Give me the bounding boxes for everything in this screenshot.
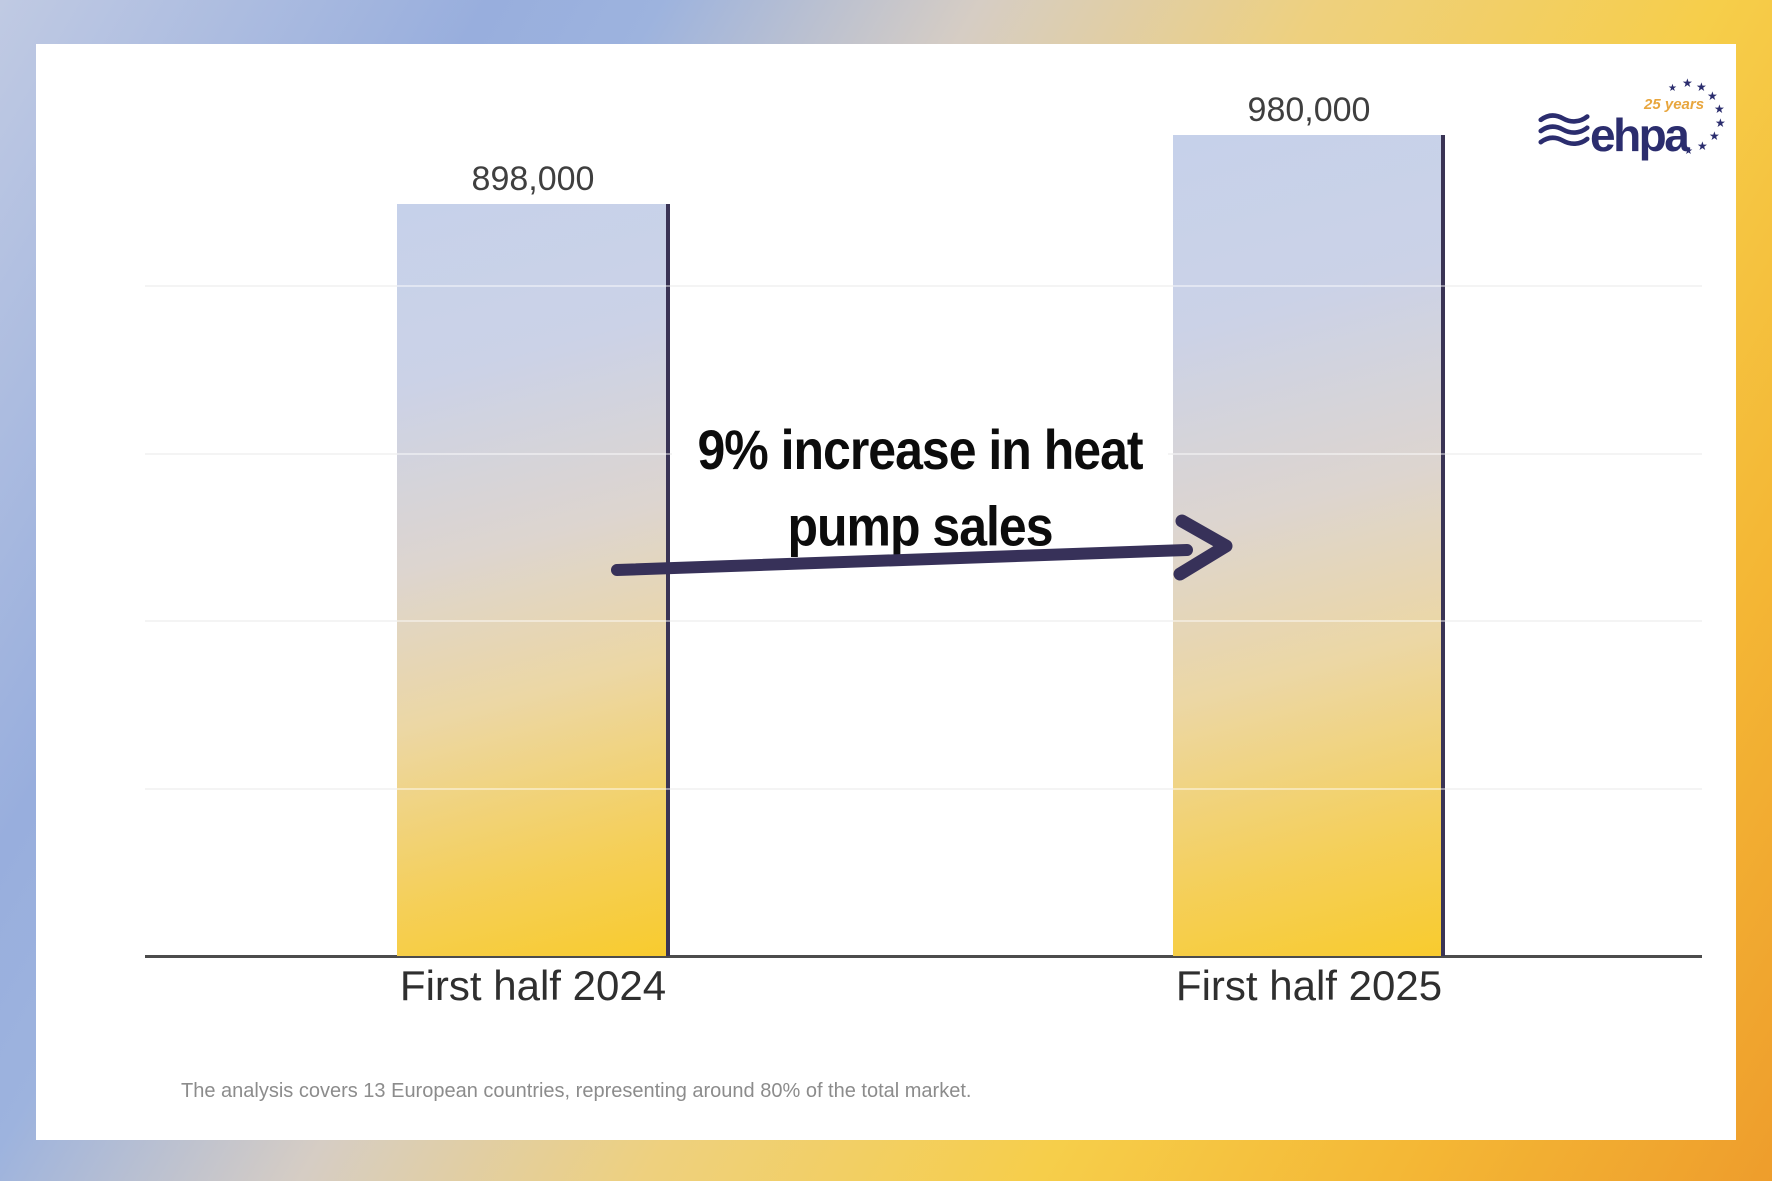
ehpa-logo: 25 years ehpa ★ ★ ★ ★ ★ ★ ★ ★ ★ <box>1538 74 1726 172</box>
gridline <box>145 787 1702 790</box>
footnote-text: The analysis covers 13 European countrie… <box>181 1080 972 1102</box>
eu-star-icon: ★ <box>1668 83 1677 94</box>
gridline <box>145 285 1702 287</box>
eu-star-icon: ★ <box>1709 129 1720 143</box>
value-label-2024: 898,000 <box>471 159 595 198</box>
gridline <box>145 620 1702 622</box>
gridline <box>145 787 1702 790</box>
bar-first-half-2024 <box>397 203 670 956</box>
logo-brand-text: ehpa <box>1590 109 1690 161</box>
increase-arrow-icon <box>611 514 1233 581</box>
annotation-text: 9% increase in heat pump sales <box>672 412 1168 565</box>
logo-25-years-label: 25 years <box>1644 96 1705 113</box>
annotation-line-1: 9% increase in heat <box>697 418 1143 482</box>
value-label-2025: 980,000 <box>1247 91 1371 130</box>
eu-star-icon: ★ <box>1715 116 1726 130</box>
eu-star-icon: ★ <box>1714 102 1725 116</box>
eu-star-icon: ★ <box>1696 80 1707 94</box>
eu-star-icon: ★ <box>1697 139 1708 153</box>
annotation-line-2: pump sales <box>787 494 1053 558</box>
x-axis-line <box>145 955 1702 958</box>
eu-star-icon: ★ <box>1707 89 1718 103</box>
ehpa-wave-icon <box>1538 113 1590 146</box>
gridline <box>145 620 1702 622</box>
x-tick-label-2025: First half 2025 <box>1175 962 1443 1009</box>
eu-star-icon: ★ <box>1684 146 1693 157</box>
gridline <box>145 285 1702 287</box>
x-tick-label-2024: First half 2024 <box>399 962 667 1009</box>
eu-star-icon: ★ <box>1682 76 1693 90</box>
